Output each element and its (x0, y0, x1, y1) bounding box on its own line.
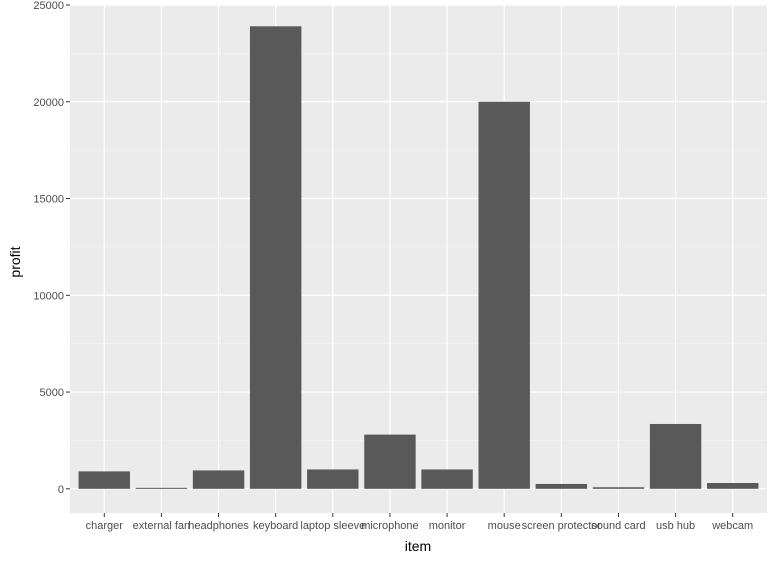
x-tick-label: mouse (488, 520, 521, 532)
bar-screen-protector (535, 483, 588, 489)
bar-webcam (707, 483, 759, 489)
bar-monitor (421, 469, 473, 489)
y-tick-label: 0 (58, 484, 64, 496)
y-tick-label: 20000 (33, 97, 64, 109)
x-tick-label: charger (86, 520, 124, 532)
x-tick-label: webcam (711, 520, 753, 532)
y-tick-label: 25000 (33, 0, 64, 12)
bar-laptop-sleeve (307, 469, 359, 489)
bar-keyboard (249, 26, 302, 489)
x-axis-title: item (405, 538, 431, 554)
bar-usb-hub (649, 423, 702, 489)
x-tick-label: monitor (429, 520, 466, 532)
bars (78, 26, 759, 489)
bar-external-fan (135, 487, 188, 489)
y-axis-title: profit (7, 246, 23, 277)
bar-sound-card (592, 487, 645, 489)
x-tick-label: microphone (361, 520, 418, 532)
x-tick-label: sound card (591, 520, 645, 532)
x-tick-label: external fan (133, 520, 190, 532)
bar-charger (78, 471, 130, 489)
bar-headphones (192, 470, 245, 489)
x-tick-label: headphones (188, 520, 249, 532)
bar-mouse (478, 101, 530, 489)
bar-microphone (364, 434, 416, 489)
y-tick-label: 15000 (33, 194, 64, 206)
x-tick-label: laptop sleeve (300, 520, 365, 532)
y-tick-label: 5000 (40, 387, 64, 399)
x-tick-label: usb hub (656, 520, 695, 532)
y-axis-ticks: 0 5000 10000 15000 20000 25000 (33, 0, 70, 496)
x-tick-label: screen protector (522, 520, 602, 532)
x-tick-label: keyboard (253, 520, 298, 532)
y-tick-label: 10000 (33, 290, 64, 302)
